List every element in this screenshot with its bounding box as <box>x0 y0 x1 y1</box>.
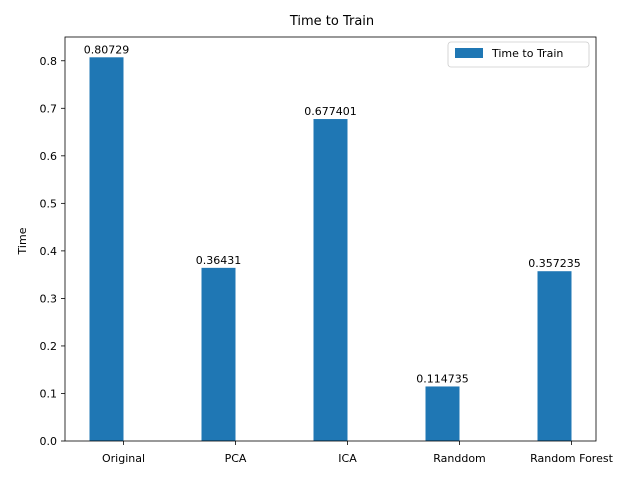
y-tick-label: 0.3 <box>40 292 58 305</box>
x-tick-label: ICA <box>338 452 357 465</box>
legend: Time to Train <box>447 41 590 68</box>
y-tick-label: 0.6 <box>40 150 58 163</box>
ticks-group: Original PCA ICA Randdom Random Forest 0.0 0.1… <box>40 55 614 465</box>
chart-title: Time to Train <box>289 14 374 29</box>
y-axis-label: Time <box>16 227 29 255</box>
data-label: 0.114735 <box>416 372 469 385</box>
data-label: 0.677401 <box>304 105 357 118</box>
bars-group <box>89 57 572 442</box>
y-tick-label: 0.4 <box>40 245 58 258</box>
y-tick-label: 0.8 <box>40 55 58 68</box>
legend-box <box>447 41 590 68</box>
x-tick-label: Original <box>102 452 145 465</box>
data-label: 0.357235 <box>528 257 581 270</box>
x-tick-label: PCA <box>225 452 247 465</box>
bar <box>425 386 460 441</box>
y-tick-label: 0.7 <box>40 102 58 115</box>
x-tick-label: Randdom <box>433 452 486 465</box>
bar <box>89 57 124 442</box>
y-tick-label: 0.1 <box>40 387 58 400</box>
plot-frame <box>64 36 597 442</box>
y-tick-label: 0.0 <box>40 435 58 448</box>
legend-swatch <box>455 48 483 58</box>
y-tick-label: 0.5 <box>40 197 58 210</box>
data-label: 0.36431 <box>196 254 242 267</box>
x-tick-label: Random Forest <box>530 452 613 465</box>
y-tick-label: 0.2 <box>40 340 58 353</box>
legend-entry-label: Time to Train <box>491 47 563 60</box>
data-labels-group: 0.80729 0.36431 0.677401 0.114735 0.357235 <box>84 43 581 385</box>
bar <box>201 267 236 441</box>
bar <box>313 119 348 442</box>
data-label: 0.80729 <box>84 43 130 56</box>
bar <box>537 271 572 441</box>
